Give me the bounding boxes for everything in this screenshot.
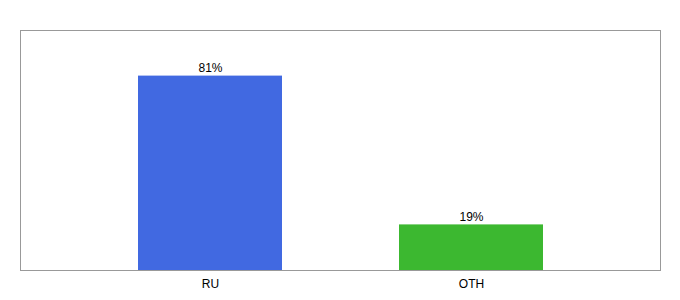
svg-text:81%: 81%: [198, 61, 222, 75]
svg-text:OTH: OTH: [459, 277, 484, 291]
svg-text:RU: RU: [202, 277, 219, 291]
svg-text:19%: 19%: [459, 210, 483, 224]
